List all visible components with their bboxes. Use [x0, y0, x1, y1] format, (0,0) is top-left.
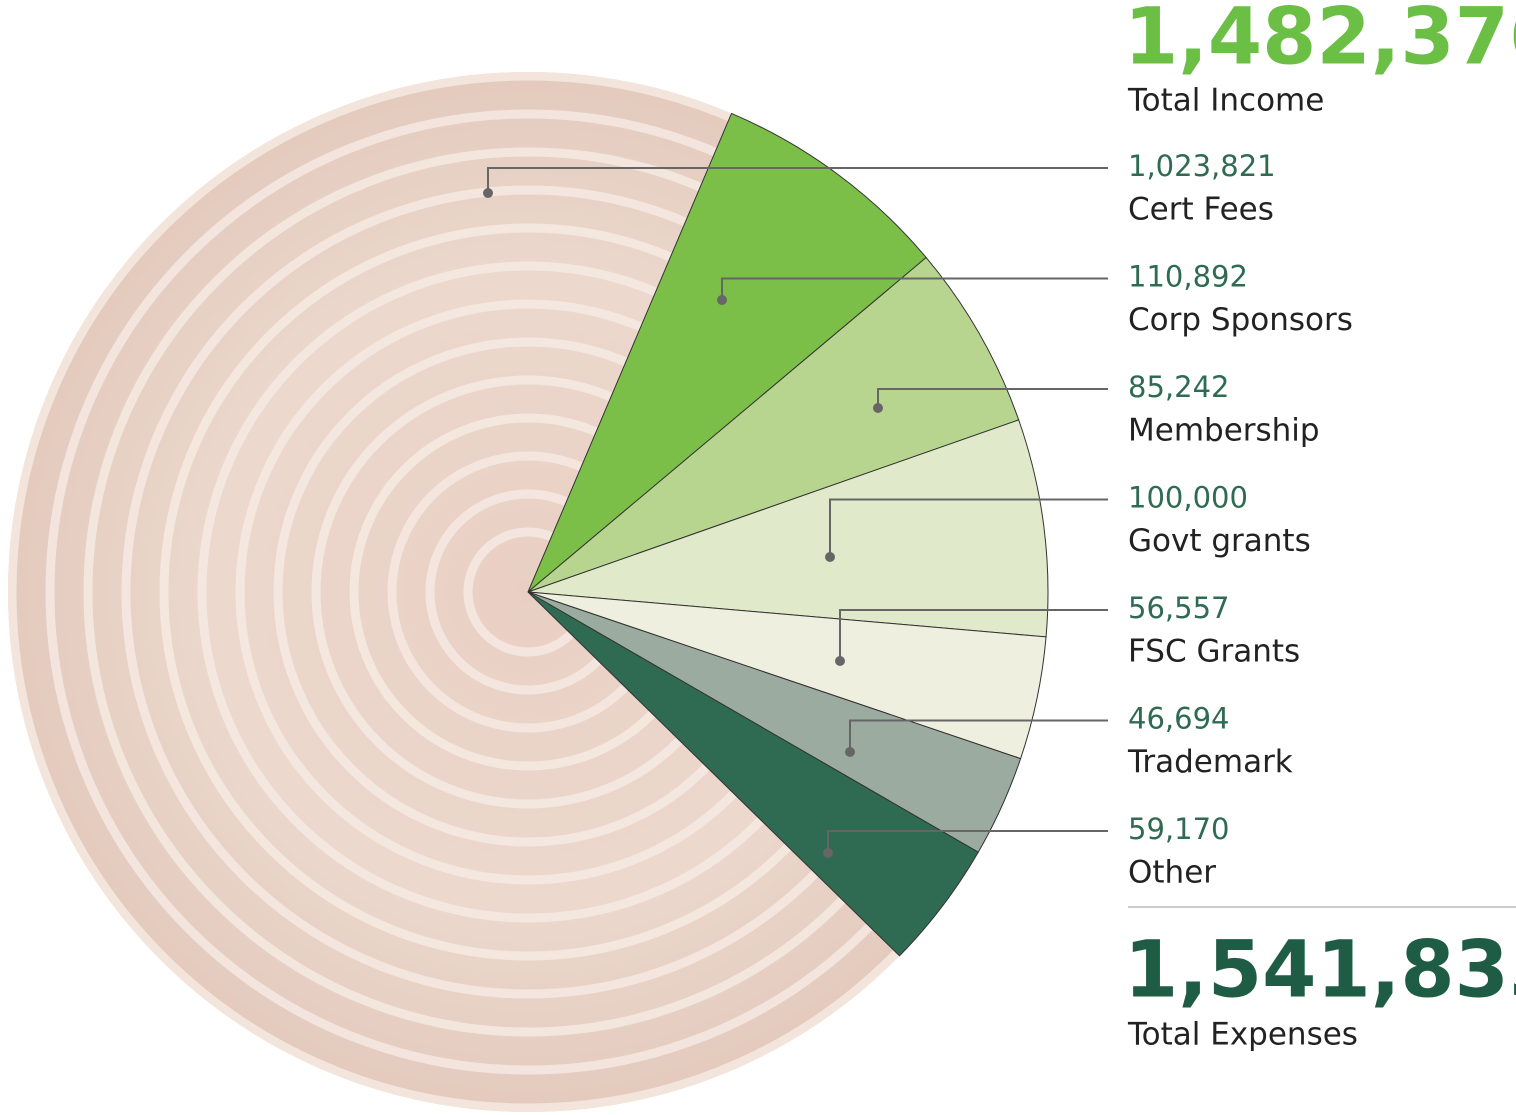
wood-ring	[8, 72, 900, 1113]
leader-dot	[873, 403, 883, 413]
category-label: Corp Sponsors	[1128, 302, 1353, 338]
labels: 1,023,821 Cert Fees 110,892 Corp Sponsors 85…	[483, 0, 1516, 1053]
pie-slice	[527, 256, 1020, 593]
leader-line	[827, 830, 1108, 853]
category-label: Other	[1128, 855, 1216, 891]
category-label: FSC Grants	[1128, 634, 1300, 670]
pie-slice	[527, 112, 927, 593]
category-label: Trademark	[1127, 744, 1293, 780]
total-caption: Total Expenses	[1127, 1017, 1358, 1053]
leader-line	[849, 719, 1108, 752]
category-label: Membership	[1128, 413, 1320, 449]
leader-line	[829, 498, 1108, 557]
value-label: 1,023,821	[1128, 149, 1276, 183]
value-label: 59,170	[1128, 812, 1229, 846]
total-caption: Total Income	[1127, 83, 1324, 119]
leader-dot	[845, 747, 855, 757]
total-value: 1,482,376	[1124, 0, 1516, 82]
wood-ring	[83, 147, 900, 1037]
value-label: 100,000	[1128, 481, 1248, 515]
leader-line	[487, 167, 1108, 193]
pie-slice	[527, 419, 1049, 638]
leader-line	[839, 609, 1108, 661]
wood-ring	[45, 109, 900, 1075]
leader-dot	[717, 295, 727, 305]
total-value: 1,541,833	[1124, 925, 1516, 1015]
value-label: 110,892	[1128, 260, 1248, 294]
pie-slice	[8, 72, 900, 1113]
value-label: 56,557	[1128, 591, 1229, 625]
value-label: 85,242	[1128, 370, 1229, 404]
wood-ring	[121, 185, 900, 999]
value-label: 46,694	[1128, 702, 1229, 736]
category-label: Govt grants	[1128, 523, 1311, 559]
leader-dot	[825, 552, 835, 562]
leader-dot	[835, 656, 845, 666]
leader-dot	[823, 848, 833, 858]
pie-slice	[527, 591, 979, 957]
category-label: Cert Fees	[1128, 192, 1274, 228]
leader-line	[721, 277, 1108, 300]
leader-line	[877, 388, 1108, 408]
leader-dot	[483, 188, 493, 198]
pie	[8, 72, 1049, 1113]
